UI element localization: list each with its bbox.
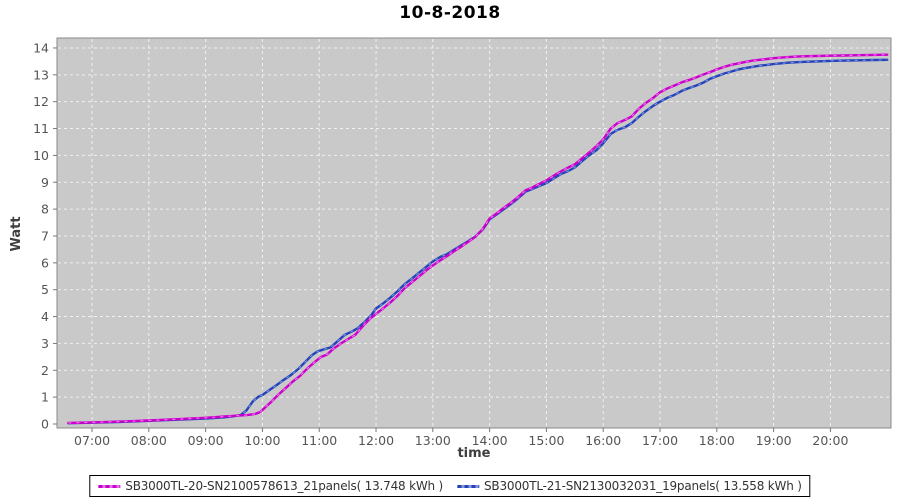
y-tick-label: 0 bbox=[41, 417, 49, 432]
y-tick-label: 8 bbox=[41, 202, 49, 217]
y-tick-label: 9 bbox=[41, 175, 49, 190]
x-tick-label: 14:00 bbox=[472, 433, 508, 448]
x-tick-label: 07:00 bbox=[74, 433, 110, 448]
y-tick-label: 7 bbox=[41, 228, 49, 243]
legend-label-series-1: SB3000TL-20-SN2100578613_21panels( 13.74… bbox=[125, 479, 443, 493]
y-tick-label: 10 bbox=[33, 148, 49, 163]
legend-label-series-2: SB3000TL-21-SN2130032031_19panels( 13.55… bbox=[484, 479, 802, 493]
y-tick-label: 13 bbox=[33, 67, 49, 82]
chart-title: 10-8-2018 bbox=[399, 3, 501, 23]
x-tick-label: 18:00 bbox=[699, 433, 735, 448]
x-axis-label: time bbox=[457, 446, 491, 461]
x-tick-label: 12:00 bbox=[358, 433, 394, 448]
x-tick-label: 20:00 bbox=[812, 433, 848, 448]
x-tick-label: 19:00 bbox=[756, 433, 792, 448]
legend-line-sample-magenta bbox=[98, 484, 121, 488]
x-tick-label: 15:00 bbox=[528, 433, 564, 448]
x-tick-label: 17:00 bbox=[642, 433, 678, 448]
y-tick-label: 2 bbox=[41, 363, 49, 378]
x-tick-label: 09:00 bbox=[188, 433, 224, 448]
legend-item-series-2: SB3000TL-21-SN2130032031_19panels( 13.55… bbox=[457, 479, 802, 493]
x-tick-label: 08:00 bbox=[131, 433, 167, 448]
y-tick-label: 12 bbox=[33, 94, 49, 109]
y-axis-label: Watt bbox=[9, 216, 24, 252]
x-tick-label: 16:00 bbox=[585, 433, 621, 448]
x-tick-label: 10:00 bbox=[244, 433, 280, 448]
series-line-dash-overlay bbox=[68, 54, 888, 424]
x-tick-label: 13:00 bbox=[415, 433, 451, 448]
plot-background bbox=[56, 37, 892, 429]
y-tick-label: 11 bbox=[33, 121, 49, 136]
x-tick-label: 11:00 bbox=[301, 433, 337, 448]
y-tick-label: 4 bbox=[41, 309, 49, 324]
y-tick-label: 3 bbox=[41, 336, 49, 351]
legend-line-sample-blue bbox=[457, 484, 479, 488]
legend-item-series-1: SB3000TL-20-SN2100578613_21panels( 13.74… bbox=[98, 479, 443, 493]
legend: SB3000TL-20-SN2100578613_21panels( 13.74… bbox=[89, 475, 811, 497]
y-tick-label: 5 bbox=[41, 282, 49, 297]
y-tick-label: 1 bbox=[41, 390, 49, 405]
y-tick-label: 14 bbox=[33, 40, 49, 55]
y-tick-label: 6 bbox=[41, 255, 49, 270]
